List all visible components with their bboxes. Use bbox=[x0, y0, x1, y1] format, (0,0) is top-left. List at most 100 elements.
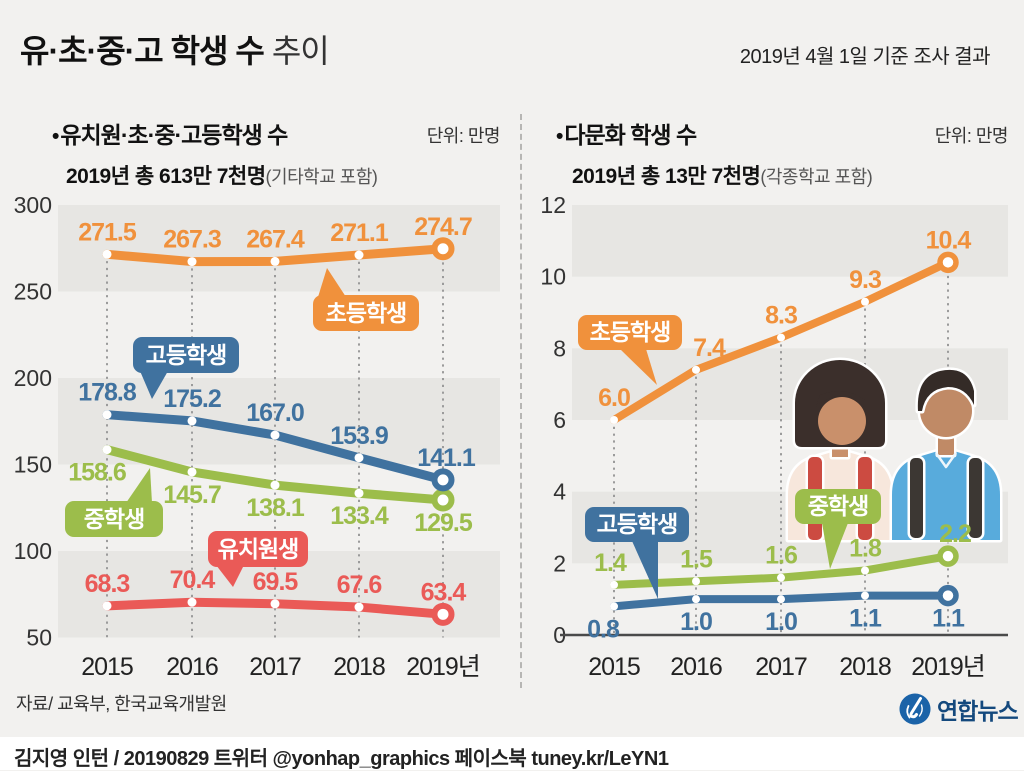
data-point bbox=[102, 410, 112, 420]
value-label: 145.7 bbox=[163, 481, 221, 509]
value-label: 7.4 bbox=[693, 334, 726, 362]
bubble-tail bbox=[822, 523, 848, 569]
page-title-main: 유·초·중·고 학생 수 bbox=[20, 33, 265, 69]
y-tick-label: 2 bbox=[553, 550, 566, 576]
data-point bbox=[354, 488, 364, 498]
data-point bbox=[354, 250, 364, 260]
bubble-box bbox=[133, 337, 239, 373]
data-point bbox=[187, 467, 197, 477]
value-label: 133.4 bbox=[330, 502, 389, 530]
series-label-bubble-고등학생: 고등학생 bbox=[133, 337, 239, 399]
data-point bbox=[354, 453, 364, 463]
left-line-chart: 300 250 200 150 100 50 2015 2016 2017 2018 2019년 68… bbox=[14, 195, 500, 681]
y-tick-label: 4 bbox=[553, 479, 566, 505]
boy-collar bbox=[934, 452, 958, 469]
data-point-last bbox=[937, 545, 959, 567]
value-label: 67.6 bbox=[337, 571, 382, 599]
value-label: 153.9 bbox=[330, 422, 388, 450]
x-tick-label: 2016 bbox=[166, 653, 218, 681]
value-label: 10.4 bbox=[926, 226, 972, 254]
left-chart-subtitle: 2019년 총 613만 7천명(기타학교 포함) bbox=[66, 160, 378, 190]
boy-hair bbox=[915, 367, 977, 414]
data-source: 자료/ 교육부, 한국교육개발원 bbox=[16, 694, 227, 714]
girl-bangs bbox=[816, 391, 866, 409]
value-label: 158.6 bbox=[68, 459, 126, 487]
x-tick-label: 2018 bbox=[839, 653, 891, 681]
x-tick-label: 2017 bbox=[249, 653, 301, 681]
data-point-last bbox=[431, 237, 455, 261]
y-tick-label: 0 bbox=[553, 622, 566, 648]
data-point bbox=[102, 249, 112, 259]
bubble-tail bbox=[632, 541, 658, 599]
left-chart-title: •유치원·초·중·고등학생 수 bbox=[52, 116, 288, 150]
bubble-tail bbox=[620, 349, 657, 385]
x-tick-label: 2015 bbox=[81, 653, 133, 681]
y-tick-label: 8 bbox=[553, 335, 566, 361]
bullet-icon: • bbox=[52, 125, 59, 148]
series-label-bubble-중학생: 중학생 bbox=[795, 489, 881, 569]
y-tick-label: 6 bbox=[553, 407, 566, 433]
right-chart-total-note: (각종학교 포함) bbox=[760, 167, 873, 187]
value-label: 1.5 bbox=[680, 545, 713, 573]
data-point bbox=[861, 297, 869, 306]
right-chart-unit-label: 단위: 만명 bbox=[934, 126, 1009, 146]
y-tick-label: 10 bbox=[540, 264, 566, 290]
left-chart-total-note: (기타학교 포함) bbox=[265, 167, 378, 187]
data-point bbox=[861, 591, 869, 600]
data-point bbox=[270, 430, 280, 440]
value-label: 1.0 bbox=[680, 608, 712, 636]
bubble-box bbox=[585, 507, 689, 542]
boy-backpack-strap bbox=[966, 455, 985, 541]
value-label: 8.3 bbox=[765, 302, 797, 330]
value-label: 69.5 bbox=[253, 568, 299, 596]
data-point bbox=[270, 599, 280, 609]
right-chart-total: 2019년 총 13만 7천명 bbox=[572, 165, 761, 188]
bubble-tail bbox=[216, 565, 244, 587]
right-chart-title: •다문화 학생 수 bbox=[556, 116, 697, 150]
value-label: 267.3 bbox=[163, 226, 221, 254]
x-tick-label: 2018 bbox=[333, 653, 385, 681]
value-label: 2.2 bbox=[939, 520, 971, 548]
value-label: 1.1 bbox=[932, 605, 965, 633]
y-tick-label: 250 bbox=[14, 279, 52, 305]
bubble-text: 중학생 bbox=[808, 493, 868, 519]
x-tick-label: 2015 bbox=[588, 653, 640, 681]
bubble-text: 중학생 bbox=[84, 506, 144, 532]
series-label-bubble-고등학생: 고등학생 bbox=[585, 507, 689, 599]
value-label: 138.1 bbox=[246, 494, 305, 522]
bubble-tail bbox=[140, 371, 168, 399]
y-tick-label: 100 bbox=[14, 538, 52, 564]
value-label: 1.6 bbox=[765, 542, 797, 570]
panel-divider bbox=[520, 114, 522, 688]
girl-face bbox=[818, 397, 866, 445]
data-point bbox=[610, 580, 618, 589]
data-point bbox=[187, 416, 197, 426]
value-label: 63.4 bbox=[421, 578, 467, 606]
data-point-last bbox=[431, 602, 455, 626]
y-tick-label: 150 bbox=[14, 452, 52, 478]
page-title-sub: 추이 bbox=[271, 33, 330, 69]
value-label: 1.0 bbox=[765, 608, 797, 636]
value-label: 129.5 bbox=[414, 509, 473, 537]
right-chart-subtitle: 2019년 총 13만 7천명(각종학교 포함) bbox=[572, 160, 873, 190]
value-label: 175.2 bbox=[163, 385, 221, 413]
survey-date-note: 2019년 4월 1일 기준 조사 결과 bbox=[739, 46, 991, 68]
series-label-bubble-중학생: 중학생 bbox=[65, 468, 163, 537]
bubble-box bbox=[795, 489, 881, 524]
data-point bbox=[610, 602, 618, 611]
bubble-box bbox=[578, 315, 682, 350]
boy-backpack-strap bbox=[907, 455, 926, 541]
bubble-text: 유치원생 bbox=[218, 536, 299, 562]
right-line-chart: 12 10 8 6 4 2 0 2015 2016 2017 2018 2019년 0.8 1.0 1.0 1… bbox=[540, 195, 1008, 681]
bubble-text: 고등학생 bbox=[597, 511, 678, 537]
data-point bbox=[861, 566, 869, 575]
y-tick-label: 12 bbox=[540, 195, 566, 218]
yonhap-logo-text: 연합뉴스 bbox=[937, 698, 1019, 724]
value-label: 1.1 bbox=[849, 605, 882, 633]
data-point bbox=[187, 257, 197, 267]
value-label: 1.8 bbox=[849, 535, 882, 563]
left-chart-unit-label: 단위: 만명 bbox=[426, 126, 501, 146]
value-label: 1.4 bbox=[594, 549, 627, 577]
data-point bbox=[102, 445, 112, 455]
data-point bbox=[102, 601, 112, 611]
